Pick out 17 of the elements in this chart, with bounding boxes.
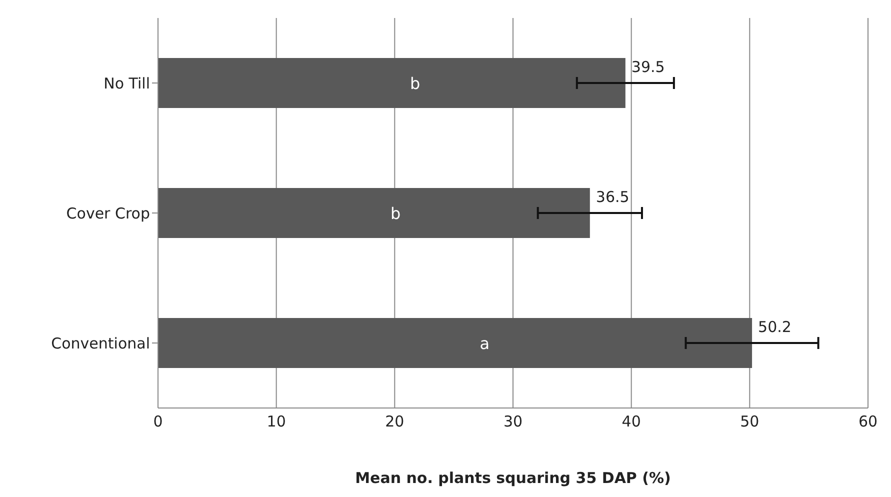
x-axis-title: Mean no. plants squaring 35 DAP (%): [355, 469, 671, 487]
x-tick-label: 40: [622, 412, 641, 431]
annotation: b: [390, 204, 401, 223]
x-tick-label: 30: [503, 412, 523, 431]
y-tick-label: Cover Crop: [66, 204, 150, 222]
x-tick-label: 60: [858, 412, 878, 431]
data-label: 36.5: [596, 188, 630, 206]
x-tick-label: 0: [153, 412, 163, 431]
x-tick-label: 50: [740, 412, 760, 431]
annotation: b: [410, 74, 420, 93]
x-tick-label: 10: [266, 412, 286, 431]
y-tick-label: Conventional: [51, 334, 150, 352]
data-label: 50.2: [758, 318, 792, 336]
y-tick-label: No Till: [104, 74, 150, 92]
data-label: 39.5: [631, 58, 665, 76]
x-tick-label: 20: [385, 412, 404, 431]
annotation: a: [480, 334, 490, 353]
